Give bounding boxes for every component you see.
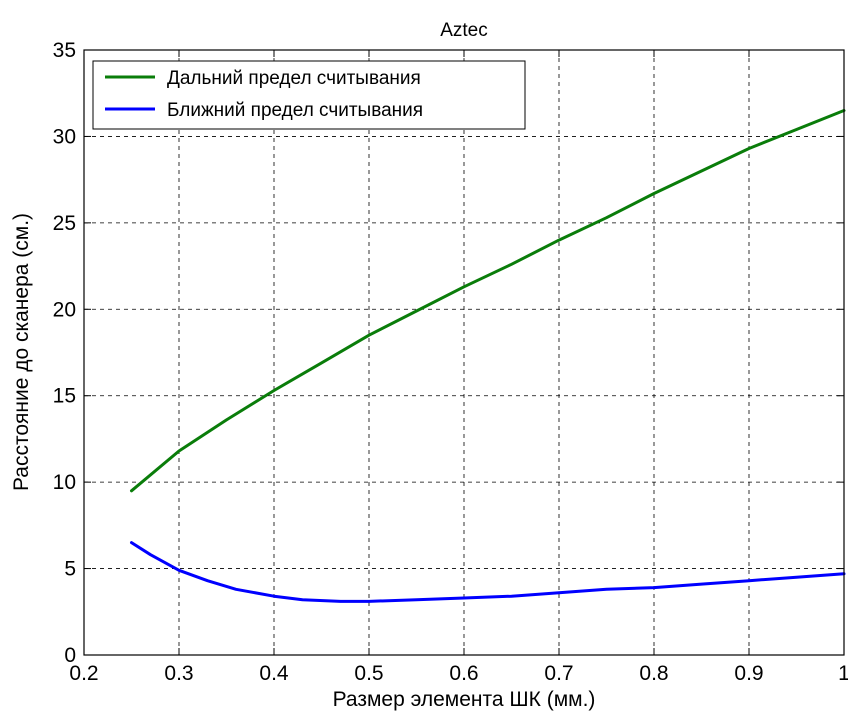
legend-label-1: Ближний предел считывания [167, 100, 423, 121]
series-line-0 [130, 109, 846, 493]
y-tick-label: 15 [53, 385, 76, 408]
y-tick-label: 5 [64, 558, 76, 581]
y-tick-label: 10 [53, 471, 76, 494]
x-tick-label: 0.7 [544, 662, 573, 685]
y-tick-label: 0 [64, 644, 76, 667]
y-tick-label: 25 [53, 212, 76, 235]
legend-label-0: Дальний предел считывания [167, 68, 421, 89]
y-tick-label: 30 [53, 125, 76, 148]
grid [84, 50, 844, 655]
series-line-1 [130, 541, 846, 603]
x-tick-label: 1 [838, 662, 848, 685]
legend: Дальний предел считывания Ближний предел … [92, 60, 526, 130]
x-tick-label: 0.9 [734, 662, 763, 685]
chart-title: Aztec [440, 20, 488, 41]
x-tick-label: 0.3 [164, 662, 193, 685]
x-tick-label: 0.6 [449, 662, 478, 685]
series-group [130, 109, 846, 603]
x-axis-title: Размер элемента ШК (мм.) [333, 688, 596, 711]
y-tick-label: 20 [53, 298, 76, 321]
y-tick-label: 35 [53, 39, 76, 62]
legend-box [92, 60, 526, 130]
x-tick-label: 0.8 [639, 662, 668, 685]
x-tick-label: 0.2 [69, 662, 98, 685]
x-tick-label: 0.5 [354, 662, 383, 685]
y-axis-title: Расстояние до сканера (см.) [10, 213, 33, 491]
x-tick-label: 0.4 [259, 662, 289, 685]
